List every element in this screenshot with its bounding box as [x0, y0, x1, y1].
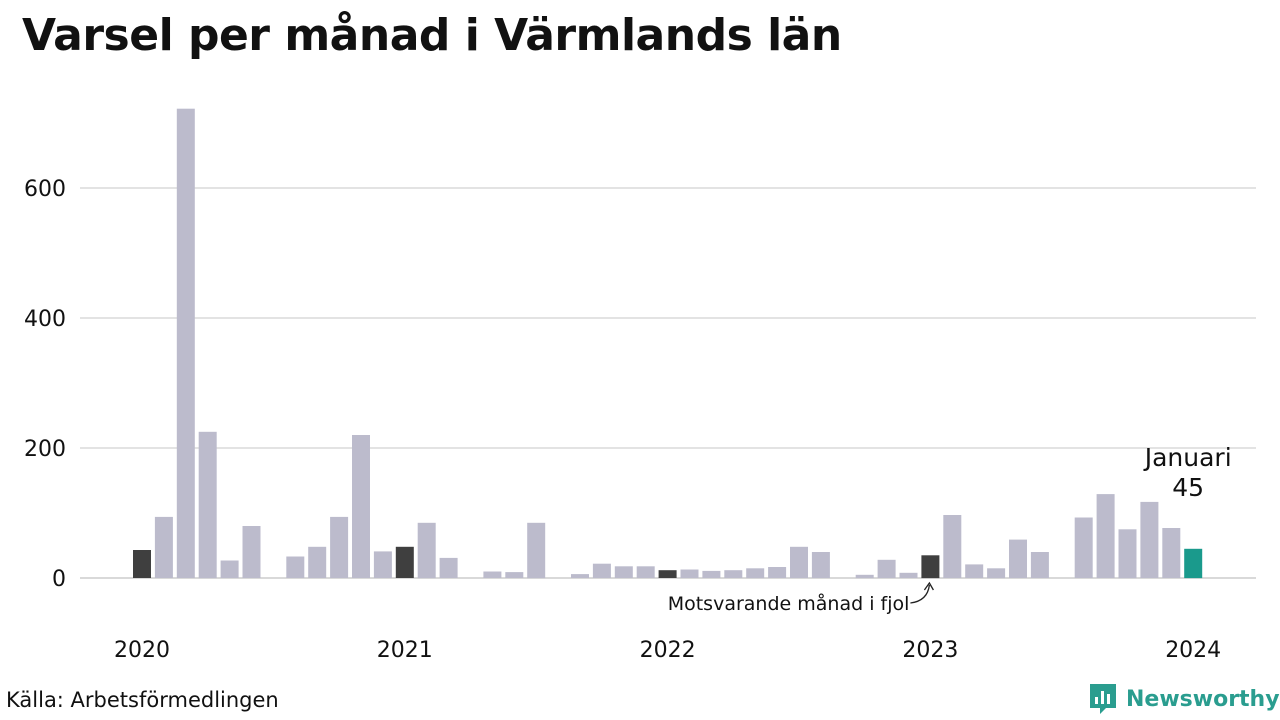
bar	[877, 559, 896, 578]
bar	[286, 556, 305, 578]
source-note: Källa: Arbetsförmedlingen	[6, 688, 279, 712]
x-axis-ticks: 2020 2021 2022 2023 2024	[114, 638, 1221, 663]
bar	[855, 574, 874, 579]
gridlines	[80, 187, 1256, 579]
bar	[746, 568, 765, 579]
annotation-arrowhead	[923, 581, 934, 591]
bar	[308, 546, 327, 578]
bar	[395, 546, 414, 578]
bar	[811, 552, 830, 578]
x-tick-label: 2024	[1165, 638, 1221, 663]
bar	[373, 551, 392, 578]
y-tick-label: 400	[24, 307, 66, 332]
bar	[439, 557, 458, 578]
bar	[614, 566, 633, 578]
x-tick-label: 2023	[902, 638, 958, 663]
y-axis-ticks: 0 200 400 600	[24, 177, 66, 592]
bar	[505, 572, 524, 578]
annotation-arrow	[910, 584, 931, 604]
newsworthy-logo-icon	[1090, 684, 1116, 714]
bar	[176, 108, 195, 578]
bar	[571, 574, 589, 578]
brand-logo: Newsworthy	[1088, 682, 1280, 716]
bar	[680, 569, 699, 578]
bar	[1030, 552, 1049, 578]
bar	[133, 550, 151, 578]
bar	[921, 555, 940, 579]
bar	[1096, 494, 1115, 578]
bar	[592, 563, 611, 578]
bar	[899, 572, 918, 578]
bar	[352, 435, 370, 578]
bar	[154, 516, 173, 578]
bar	[527, 522, 546, 579]
x-tick-label: 2022	[640, 638, 696, 663]
bar	[768, 567, 787, 578]
brand-name: Newsworthy	[1126, 686, 1280, 712]
bar	[1162, 528, 1181, 578]
bars	[133, 108, 1203, 579]
bar	[702, 570, 721, 578]
page-title: Varsel per månad i Värmlands län	[22, 10, 842, 61]
bar	[1140, 501, 1159, 578]
bar	[987, 568, 1006, 579]
bar	[483, 571, 502, 578]
bar	[965, 564, 984, 578]
bar	[1009, 539, 1027, 578]
x-tick-label: 2020	[114, 638, 170, 663]
bar	[1074, 517, 1093, 578]
bar	[1184, 548, 1203, 579]
bar	[636, 566, 655, 578]
x-tick-label: 2021	[377, 638, 433, 663]
y-tick-label: 0	[52, 567, 66, 592]
bar	[417, 522, 436, 579]
current-value-label: 45	[1172, 473, 1204, 502]
y-tick-label: 600	[24, 177, 66, 202]
bar	[790, 546, 808, 578]
bar	[658, 570, 677, 578]
bar	[330, 516, 349, 578]
bar	[724, 570, 743, 578]
bar	[220, 560, 239, 578]
previous-year-note: Motsvarande månad i fjol	[668, 592, 910, 615]
bar	[242, 526, 261, 578]
y-tick-label: 200	[24, 437, 66, 462]
bar	[1118, 529, 1137, 579]
current-month-label: Januari	[1143, 443, 1232, 472]
bar	[943, 515, 962, 578]
bar	[198, 431, 217, 579]
